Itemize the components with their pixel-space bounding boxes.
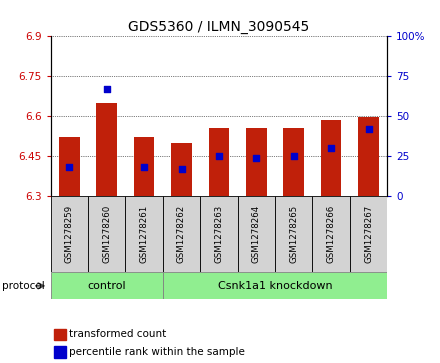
Bar <box>163 272 387 299</box>
Point <box>365 126 372 132</box>
Title: GDS5360 / ILMN_3090545: GDS5360 / ILMN_3090545 <box>128 20 309 34</box>
Point <box>327 145 335 151</box>
Text: control: control <box>88 281 126 291</box>
Bar <box>51 272 163 299</box>
Text: protocol: protocol <box>2 281 45 291</box>
Bar <box>200 196 238 272</box>
Text: GSM1278262: GSM1278262 <box>177 205 186 263</box>
Text: GSM1278261: GSM1278261 <box>139 205 149 263</box>
Bar <box>283 128 304 196</box>
Text: GSM1278267: GSM1278267 <box>364 205 373 263</box>
Bar <box>134 138 154 196</box>
Point <box>253 155 260 160</box>
Point <box>103 86 110 92</box>
Point <box>216 153 223 159</box>
Bar <box>59 138 80 196</box>
Bar <box>163 196 200 272</box>
Bar <box>54 329 66 340</box>
Text: GSM1278260: GSM1278260 <box>102 205 111 263</box>
Bar <box>312 196 350 272</box>
Bar <box>246 128 267 196</box>
Text: GSM1278265: GSM1278265 <box>289 205 298 263</box>
Point <box>290 153 297 159</box>
Bar <box>88 196 125 272</box>
Bar <box>321 120 341 196</box>
Bar <box>358 118 379 196</box>
Bar <box>51 196 88 272</box>
Text: GSM1278263: GSM1278263 <box>214 205 224 263</box>
Text: GSM1278259: GSM1278259 <box>65 205 74 263</box>
Bar <box>350 196 387 272</box>
Bar <box>275 196 312 272</box>
Text: transformed count: transformed count <box>69 329 166 339</box>
Bar <box>209 128 229 196</box>
Point <box>141 164 148 170</box>
Text: percentile rank within the sample: percentile rank within the sample <box>69 347 245 357</box>
Text: Csnk1a1 knockdown: Csnk1a1 knockdown <box>218 281 332 291</box>
Text: GSM1278264: GSM1278264 <box>252 205 261 263</box>
Bar <box>54 346 66 358</box>
Point <box>66 164 73 170</box>
Bar <box>96 103 117 196</box>
Bar <box>238 196 275 272</box>
Bar <box>125 196 163 272</box>
Bar <box>171 143 192 196</box>
Point <box>178 166 185 172</box>
Text: GSM1278266: GSM1278266 <box>326 205 336 263</box>
